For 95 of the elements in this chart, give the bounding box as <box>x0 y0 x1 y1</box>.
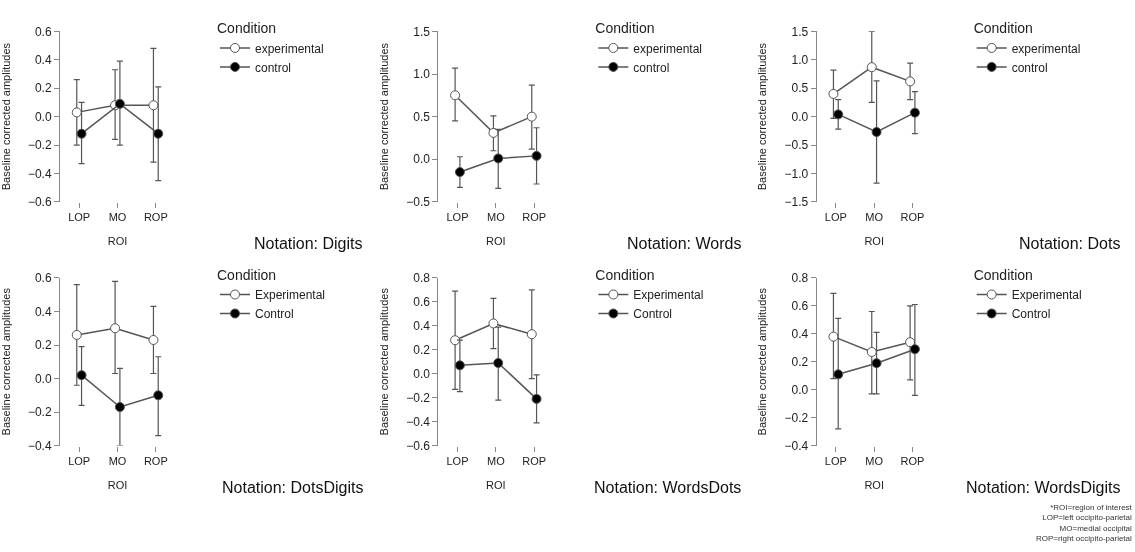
legend-label: Control <box>633 307 673 322</box>
y-tick-label: 0.6 <box>413 295 431 310</box>
y-axis-title: Baseline corrected amplitudes <box>756 42 769 191</box>
y-tick-label: 0.2 <box>34 338 52 353</box>
x-axis-title: ROI <box>107 478 128 491</box>
legend-label: control <box>1011 60 1048 75</box>
x-tick-label: MO <box>108 211 127 224</box>
y-tick-label: 0.4 <box>413 319 431 334</box>
y-axis-title: Baseline corrected amplitudes <box>756 287 769 436</box>
legend-label: experimental <box>255 41 324 56</box>
x-tick-label: ROP <box>522 454 547 467</box>
y-tick-label: −0.5 <box>784 138 809 153</box>
y-tick-label: 0.4 <box>791 327 809 342</box>
x-tick-label: MO <box>486 211 506 224</box>
legend-label: experimental <box>1011 41 1081 56</box>
legend-title: Condition <box>973 267 1033 284</box>
text: Notation: WordsDigits <box>966 479 1121 496</box>
y-tick-label: 1.0 <box>413 67 431 82</box>
legend-label: Experimental <box>1011 288 1082 303</box>
y-tick-label: 0.0 <box>791 109 809 124</box>
x-axis-title: ROI <box>486 478 506 491</box>
y-tick-label: −0.4 <box>27 438 52 453</box>
y-tick-label: 0.0 <box>34 109 52 124</box>
text: Notation: Dots <box>1019 235 1121 252</box>
legend-title: Condition <box>595 267 655 284</box>
x-axis-title: ROI <box>107 235 128 248</box>
x-tick-label: ROP <box>900 211 925 224</box>
y-tick-label: 0.2 <box>34 81 52 96</box>
y-tick-label: −0.4 <box>406 414 431 429</box>
text: *ROI=region of interest LOP=left occipito-parietal MO=medial occipital ROP=right occipito-parietal <box>1036 503 1133 544</box>
y-tick-label: 0.2 <box>791 354 809 369</box>
x-axis-title: ROI <box>864 478 884 491</box>
y-tick-label: −0.2 <box>406 390 431 405</box>
y-tick-label: −0.2 <box>27 138 52 153</box>
legend-title: Condition <box>217 267 277 284</box>
y-tick-label: −0.2 <box>27 405 52 420</box>
legend-title: Condition <box>973 20 1033 37</box>
legend-label: control <box>255 60 292 75</box>
text: Notation: Digits <box>254 235 363 252</box>
text: Notation: DotsDigits <box>222 479 364 496</box>
y-tick-label: −0.6 <box>406 438 431 453</box>
legend-title: Condition <box>217 20 277 37</box>
y-tick-label: 1.0 <box>791 53 809 67</box>
y-tick-label: 1.5 <box>791 24 809 39</box>
x-tick-label: ROP <box>143 454 168 467</box>
x-tick-label: LOP <box>68 454 91 467</box>
y-tick-label: 0.0 <box>34 371 52 386</box>
y-tick-label: 0.6 <box>34 24 52 39</box>
y-tick-label: 0.4 <box>34 53 52 67</box>
y-tick-label: 0.5 <box>791 81 809 96</box>
y-tick-label: 0.6 <box>34 271 52 286</box>
legend-label: Experimental <box>255 288 326 303</box>
x-tick-label: MO <box>486 454 506 467</box>
x-tick-label: LOP <box>446 211 469 224</box>
legend-label: Control <box>255 307 294 322</box>
y-axis-title: Baseline corrected amplitudes <box>377 42 390 191</box>
y-tick-label: 0.0 <box>413 366 431 381</box>
y-tick-label: 0.0 <box>413 152 431 167</box>
y-axis-title: Baseline corrected amplitudes <box>377 287 390 436</box>
legend-label: Control <box>1011 307 1051 322</box>
y-tick-label: 0.8 <box>413 271 431 286</box>
legend-label: control <box>633 60 670 75</box>
y-tick-label: −0.4 <box>784 438 809 453</box>
x-tick-label: ROP <box>143 211 168 224</box>
text: Notation: Words <box>627 235 742 252</box>
x-axis-title: ROI <box>486 235 506 248</box>
y-axis-title: Baseline corrected amplitudes <box>0 42 12 191</box>
x-tick-label: LOP <box>68 211 91 224</box>
y-tick-label: −0.5 <box>406 195 431 210</box>
y-tick-label: 1.5 <box>413 24 431 39</box>
y-tick-label: −0.4 <box>27 166 52 181</box>
y-tick-label: −0.6 <box>27 195 52 210</box>
y-tick-label: 0.2 <box>413 342 431 357</box>
legend-title: Condition <box>595 20 655 37</box>
y-tick-label: −1.5 <box>784 195 809 210</box>
x-tick-label: MO <box>108 454 127 467</box>
x-tick-label: LOP <box>824 454 847 467</box>
y-tick-label: 0.5 <box>413 109 431 124</box>
y-tick-label: 0.4 <box>34 304 52 319</box>
y-tick-label: −0.2 <box>784 410 809 425</box>
text: Notation: WordsDots <box>594 479 742 496</box>
x-axis-title: ROI <box>864 235 884 248</box>
x-tick-label: MO <box>865 211 884 224</box>
y-axis-title: Baseline corrected amplitudes <box>0 287 12 436</box>
x-tick-label: ROP <box>900 454 925 467</box>
legend-label: experimental <box>633 41 703 56</box>
y-tick-label: −1.0 <box>784 166 809 181</box>
legend-label: Experimental <box>633 288 704 303</box>
y-tick-label: 0.8 <box>791 271 809 286</box>
x-tick-label: MO <box>865 454 884 467</box>
x-tick-label: LOP <box>824 211 847 224</box>
y-tick-label: 0.6 <box>791 299 809 314</box>
y-tick-label: 0.0 <box>791 382 809 397</box>
x-tick-label: LOP <box>446 454 469 467</box>
x-tick-label: ROP <box>522 211 547 224</box>
